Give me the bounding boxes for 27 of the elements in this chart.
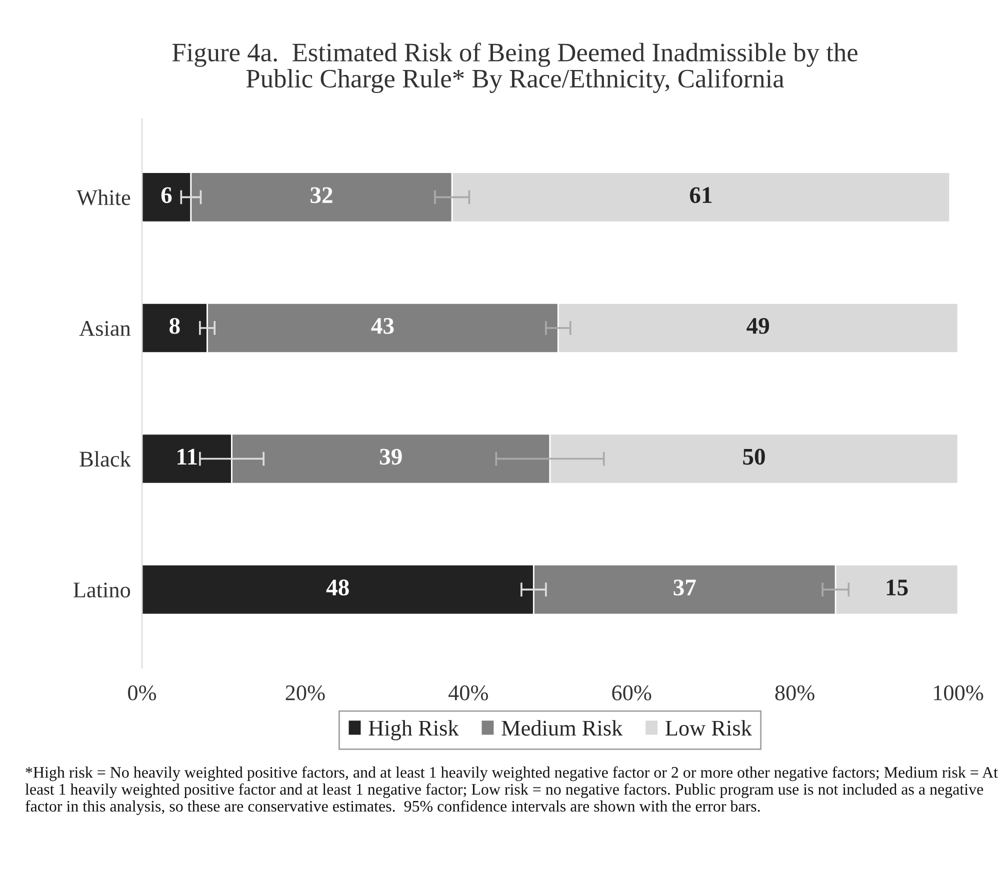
y-tick-label: Asian	[79, 320, 131, 336]
text: *High risk = No heavily weighted positive factors, and at least 1 heavily weighted negative factor or 2 or more other negative factors; Medium risk = At least 1 heavily weighted positive factor and at least 1 negative factor; Low risk = no negative factors. Public program use is not included as a negative factor in this analysis, so these are conservative estimates. 95% confidence intervals are shown with the error bars.	[25, 766, 998, 815]
x-tick-label: 60%	[612, 685, 652, 700]
data-label: 48	[326, 580, 349, 596]
data-label: 15	[886, 580, 908, 596]
data-label: 39	[380, 448, 402, 465]
y-tick-label: Black	[80, 451, 131, 467]
x-tick-label: 20%	[286, 685, 325, 700]
y-tick-label: White	[76, 189, 130, 206]
legend-label: High Risk	[368, 720, 459, 740]
chart-title: Figure 4a. Estimated Risk of Being Deemed Inadmissible by the Public Charge Rule* By Race/Ethnicity, California	[172, 42, 858, 94]
x-tick-label: 40%	[448, 685, 488, 700]
data-label: 37	[674, 580, 696, 596]
data-label: 61	[690, 187, 712, 204]
data-label: 6	[161, 187, 172, 204]
legend-label: Low Risk	[666, 720, 752, 736]
x-tick-label: 80%	[775, 685, 814, 700]
y-tick-label: Latino	[74, 582, 130, 598]
data-label: 8	[170, 318, 180, 334]
x-tick-label: 100%	[934, 685, 984, 700]
data-label: 32	[310, 187, 332, 204]
data-label: 11	[178, 448, 197, 464]
legend-label: Medium Risk	[502, 720, 623, 736]
data-label: 50	[743, 448, 765, 465]
data-label: 43	[371, 318, 394, 334]
x-tick-label: 0%	[128, 685, 156, 700]
data-label: 49	[746, 318, 770, 334]
